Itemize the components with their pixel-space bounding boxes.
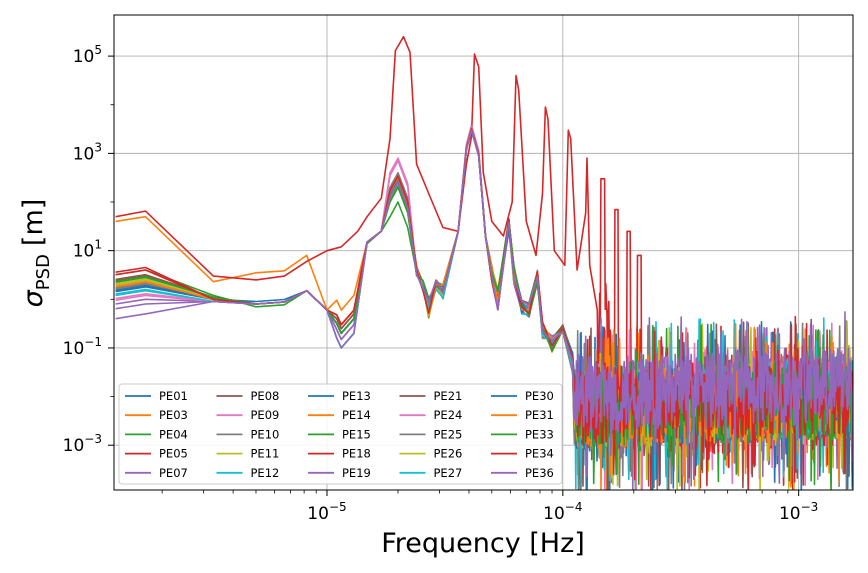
y-axis-unit: [m]	[18, 199, 49, 246]
x-tick-label: 10−5	[307, 500, 346, 524]
x-axis-title: Frequency [Hz]	[381, 528, 585, 559]
legend-label-pe07: PE07	[159, 466, 188, 480]
series-line-pe36	[115, 129, 853, 484]
legend-label-pe15: PE15	[342, 427, 371, 441]
y-axis-subscript: PSD	[33, 254, 54, 290]
y-tick-label: 10−3	[63, 432, 102, 456]
plot-frame	[113, 14, 854, 491]
legend-label-pe13: PE13	[342, 389, 371, 403]
legend-label-pe03: PE03	[159, 408, 188, 422]
legend-label-pe08: PE08	[251, 389, 280, 403]
legend-label-pe18: PE18	[342, 447, 371, 461]
x-tick-label: 10−4	[543, 500, 582, 524]
y-tick-label: 105	[73, 43, 102, 67]
y-axis-symbol: σ	[18, 289, 49, 307]
legend-label-pe01: PE01	[159, 389, 188, 403]
legend-label-pe11: PE11	[251, 447, 280, 461]
legend-label-pe24: PE24	[434, 408, 463, 422]
legend-label-pe21: PE21	[434, 389, 463, 403]
legend: PE01 PE03 PE04 PE05 PE07 PE08 PE09 PE10 PE11 PE12…	[118, 383, 563, 485]
legend-label-pe33: PE33	[525, 427, 554, 441]
axis-ticks: 10−5 10−4 10−3 105 103 101 10−1 10−3	[63, 43, 819, 524]
series-lines	[115, 35, 853, 490]
y-axis-title: σPSD [m]	[18, 199, 54, 308]
legend-label-pe27: PE27	[434, 466, 463, 480]
legend-label-pe05: PE05	[159, 447, 188, 461]
y-tick-label: 103	[73, 140, 102, 164]
legend-box	[118, 383, 563, 485]
legend-label-pe10: PE10	[251, 427, 280, 441]
legend-label-pe04: PE04	[159, 427, 188, 441]
legend-label-pe34: PE34	[525, 447, 554, 461]
legend-label-pe19: PE19	[342, 466, 371, 480]
legend-label-pe14: PE14	[342, 408, 371, 422]
x-tick-label: 10−3	[779, 500, 818, 524]
legend-label-pe09: PE09	[251, 408, 280, 422]
legend-label-pe31: PE31	[525, 408, 554, 422]
legend-label-pe30: PE30	[525, 389, 554, 403]
legend-label-pe26: PE26	[434, 447, 463, 461]
y-tick-label: 101	[73, 238, 102, 262]
y-tick-label: 10−1	[63, 335, 102, 359]
legend-label-pe12: PE12	[251, 466, 280, 480]
legend-label-pe36: PE36	[525, 466, 554, 480]
legend-label-pe25: PE25	[434, 427, 463, 441]
